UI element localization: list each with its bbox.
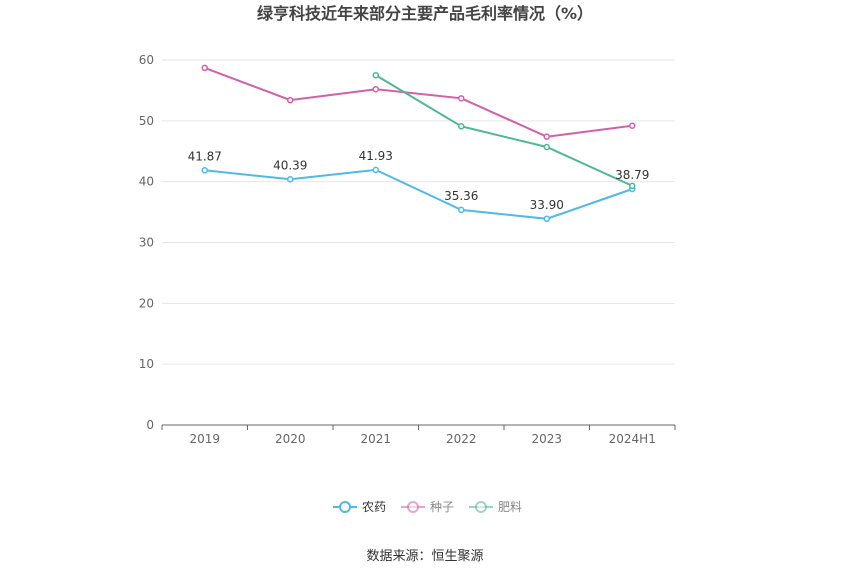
data-point (372, 71, 379, 79)
legend: 农药 种子 肥料 (333, 500, 522, 514)
data-point (287, 176, 294, 183)
data-point (458, 95, 465, 102)
series-line-1 (204, 168, 633, 220)
data-point (372, 85, 379, 93)
y-tick-label: 40 (139, 175, 154, 189)
x-tick-label: 2020 (275, 432, 306, 446)
x-tick-label: 2022 (446, 432, 477, 446)
y-tick-label: 60 (139, 53, 154, 67)
x-tick-label: 2019 (189, 432, 220, 446)
legend-item-2: 种子 (401, 500, 454, 514)
y-tick-label: 10 (139, 357, 154, 371)
series-lines (201, 64, 636, 223)
data-point (201, 64, 208, 72)
legend-marker (407, 501, 419, 513)
series-line-2 (204, 66, 633, 138)
legend-item-1: 农药 (333, 500, 386, 514)
data-point (458, 206, 465, 214)
legend-label: 农药 (362, 500, 386, 514)
data-point (543, 143, 550, 151)
data-label: 35.36 (444, 189, 478, 203)
data-point (629, 182, 636, 190)
grid-lines (162, 59, 675, 365)
data-point (629, 122, 636, 129)
data-label: 38.79 (615, 168, 649, 182)
x-tick-label: 2024H1 (609, 432, 656, 446)
data-point (543, 133, 550, 140)
data-point (287, 96, 294, 104)
legend-label: 肥料 (498, 500, 522, 514)
chart-title: 绿亨科技近年来部分主要产品毛利率情况（%） (257, 4, 593, 23)
data-labels: 41.87 40.39 41.93 35.36 33.90 38.79 (188, 149, 650, 212)
legend-item-3: 肥料 (469, 500, 522, 514)
data-point (201, 167, 208, 174)
data-label: 41.87 (188, 149, 222, 163)
source-note: 数据来源：恒生聚源 (366, 549, 483, 564)
y-tick-label: 50 (139, 114, 154, 128)
data-label: 33.90 (530, 198, 564, 212)
data-label: 40.39 (273, 158, 307, 172)
y-tick-label: 20 (139, 296, 154, 310)
x-tick-label: 2023 (531, 432, 562, 446)
data-point (543, 215, 550, 223)
y-tick-label: 30 (139, 236, 154, 250)
y-tick-label: 0 (146, 418, 154, 432)
x-tick-label: 2021 (360, 432, 391, 446)
legend-label: 种子 (430, 500, 454, 514)
legend-marker (339, 501, 351, 513)
legend-marker (475, 501, 487, 513)
data-label: 41.93 (359, 149, 393, 163)
axes: 0 10 20 30 40 50 60 2019 2020 2021 2022 2023 2024H1 (139, 53, 676, 446)
series-line-3 (375, 74, 633, 187)
data-point (458, 123, 465, 130)
data-point (372, 166, 379, 174)
